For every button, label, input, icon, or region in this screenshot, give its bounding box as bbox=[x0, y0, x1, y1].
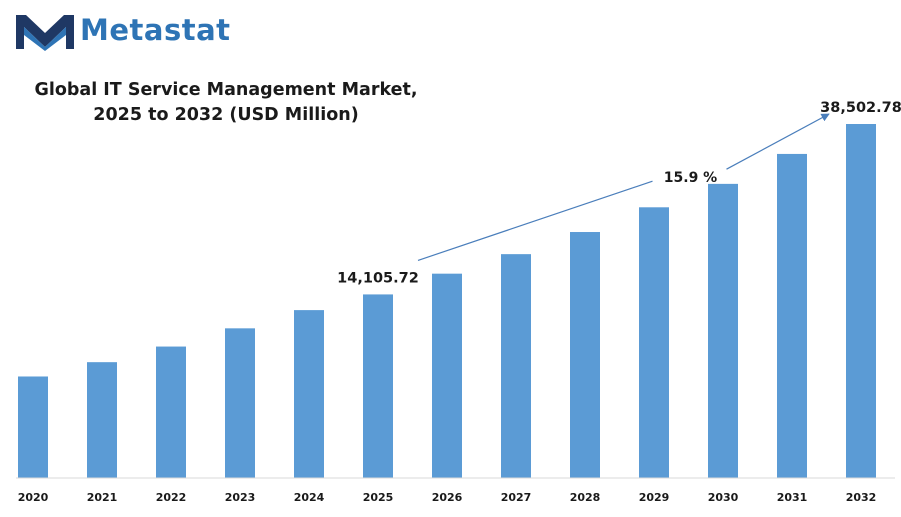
bar-2028 bbox=[570, 232, 600, 478]
bar-2027 bbox=[501, 254, 531, 478]
bar-2025 bbox=[363, 294, 393, 478]
x-axis-ticks: 2020 2021 2022 2023 2024 2025 2026 2027 2028 2029… bbox=[18, 491, 877, 504]
bar-2024 bbox=[294, 310, 324, 478]
bar-2023 bbox=[225, 328, 255, 478]
growth-arrow-line-1 bbox=[417, 180, 653, 261]
chart-title-line-2: 2025 to 2032 (USD Million) bbox=[93, 105, 359, 125]
bar-2020 bbox=[18, 376, 48, 478]
growth-rate-label: 15.9 % bbox=[664, 170, 717, 186]
metastat-logo-icon bbox=[16, 15, 74, 51]
data-label-2025: 14,105.72 bbox=[337, 270, 419, 286]
bars-group bbox=[18, 124, 876, 478]
data-label-2032: 38,502.78 bbox=[820, 100, 901, 116]
bar-2032 bbox=[846, 124, 876, 478]
bar-2030 bbox=[708, 183, 738, 478]
x-tick-label-2023: 2023 bbox=[225, 491, 256, 504]
bar-2029 bbox=[639, 207, 669, 478]
x-tick-label-2028: 2028 bbox=[570, 491, 601, 504]
x-tick-label-2025: 2025 bbox=[363, 491, 394, 504]
data-labels-group: 14,105.72 38,502.78 bbox=[337, 100, 901, 286]
x-tick-label-2032: 2032 bbox=[846, 491, 877, 504]
x-tick-label-2030: 2030 bbox=[708, 491, 739, 504]
chart-title: Global IT Service Management Market, 202… bbox=[0, 78, 452, 128]
x-tick-label-2021: 2021 bbox=[87, 491, 118, 504]
x-tick-label-2026: 2026 bbox=[432, 491, 463, 504]
x-tick-label-2027: 2027 bbox=[501, 491, 532, 504]
x-tick-label-2031: 2031 bbox=[777, 491, 808, 504]
bar-2031 bbox=[777, 153, 807, 478]
bar-2026 bbox=[432, 273, 462, 478]
bar-2022 bbox=[156, 346, 186, 478]
growth-arrow-line-2 bbox=[726, 113, 830, 170]
x-tick-label-2029: 2029 bbox=[639, 491, 670, 504]
chart-title-line-1: Global IT Service Management Market, bbox=[34, 80, 418, 100]
brand-name: Metastat bbox=[80, 13, 231, 47]
bar-2021 bbox=[87, 362, 117, 478]
growth-annotation-group: 15.9 % bbox=[417, 113, 830, 261]
x-tick-label-2024: 2024 bbox=[294, 491, 325, 504]
brand-logo: Metastat bbox=[14, 8, 231, 52]
x-tick-label-2022: 2022 bbox=[156, 491, 187, 504]
x-tick-label-2020: 2020 bbox=[18, 491, 49, 504]
